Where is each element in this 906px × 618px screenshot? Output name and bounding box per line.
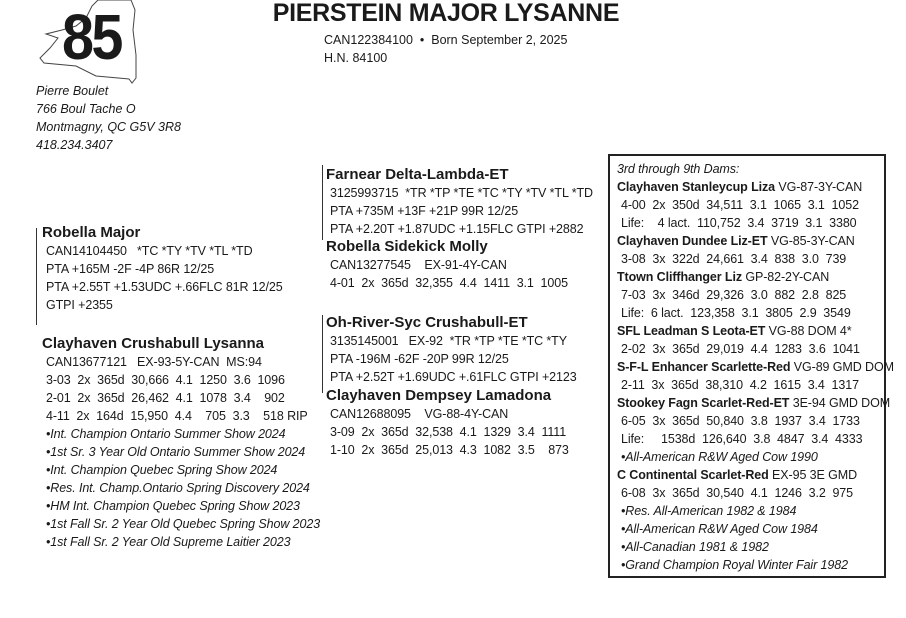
animal-name: Oh-River-Syc Crushabull-ET bbox=[326, 314, 528, 331]
pedigree-bracket bbox=[322, 165, 323, 240]
record-line: CAN14104450 *TC *TY *TV *TL *TD bbox=[46, 244, 253, 258]
registration-info: CAN122384100 • Born September 2, 2025 H.… bbox=[324, 31, 567, 67]
ancestor-dam-name-row: C Continental Scarlet-Red EX-95 3E GMD bbox=[617, 466, 894, 484]
ancestor-dams-list: 3rd through 9th Dams: Clayhaven Stanleycu… bbox=[617, 160, 894, 574]
ancestor-dam-name: Clayhaven Stanleycup Liza bbox=[617, 180, 775, 194]
ancestor-dam-name: Stookey Fagn Scarlet-Red-ET bbox=[617, 396, 790, 410]
award-line: •1st Fall Sr. 2 Year Old Quebec Spring S… bbox=[46, 517, 321, 531]
award-line: •1st Sr. 3 Year Old Ontario Summer Show … bbox=[46, 445, 306, 459]
award-line: •Int. Champion Ontario Summer Show 2024 bbox=[46, 427, 286, 441]
ancestor-dam-name: C Continental Scarlet-Red bbox=[617, 468, 769, 482]
ancestor-dam-name-row: S-F-L Enhancer Scarlette-Red VG-89 GMD D… bbox=[617, 358, 894, 376]
consignor-name: Pierre Boulet bbox=[36, 84, 109, 98]
sires-dam-block: Robella Sidekick Molly CAN13277545 EX-91-… bbox=[326, 237, 568, 292]
award-line: •Res. Int. Champ.Ontario Spring Discover… bbox=[46, 481, 310, 495]
classification: VG-89 GMD DOM bbox=[790, 360, 894, 374]
animal-name-title: PIERSTEIN MAJOR LYSANNE bbox=[272, 0, 620, 27]
record-line: PTA +2.52T +1.69UDC +.61FLC GTPI +2123 bbox=[330, 370, 577, 384]
award-line: •Res. All-American 1982 & 1984 bbox=[621, 504, 797, 518]
ancestor-dam-name-row: Clayhaven Dundee Liz-ET VG-85-3Y-CAN bbox=[617, 232, 894, 250]
pedigree-bracket bbox=[36, 228, 37, 325]
record-line: 2-01 2x 365d 26,462 4.1 1078 3.4 902 bbox=[46, 391, 285, 405]
record-line: 1-10 2x 365d 25,013 4.3 1082 3.5 873 bbox=[330, 443, 569, 457]
record-line: 3-09 2x 365d 32,538 4.1 1329 3.4 1111 bbox=[330, 425, 567, 439]
classification: VG-85-3Y-CAN bbox=[767, 234, 855, 248]
ancestor-dam-name-row: Clayhaven Stanleycup Liza VG-87-3Y-CAN bbox=[617, 178, 894, 196]
record-line: 4-01 2x 365d 32,355 4.4 1411 3.1 1005 bbox=[330, 276, 568, 290]
dam-block: Clayhaven Crushabull Lysanna CAN13677121 … bbox=[42, 334, 320, 551]
record-line: PTA +165M -2F -4P 86R 12/25 bbox=[46, 262, 215, 276]
animal-name: Clayhaven Crushabull Lysanna bbox=[42, 335, 265, 352]
dams-sire-block: Oh-River-Syc Crushabull-ET 3135145001 EX-… bbox=[326, 313, 577, 386]
ancestor-dam-name-row: SFL Leadman S Leota-ET VG-88 DOM 4* bbox=[617, 322, 894, 340]
record-line: 7-03 3x 346d 29,326 3.0 882 2.8 825 bbox=[621, 288, 847, 302]
record-line: PTA +2.20T +1.87UDC +1.15FLC GTPI +2882 bbox=[330, 222, 584, 236]
dams-dam-block: Clayhaven Dempsey Lamadona CAN12688095 VG… bbox=[326, 386, 569, 459]
sire-block: Robella Major CAN14104450 *TC *TY *TV *TL… bbox=[42, 223, 283, 314]
record-line: Life: 1538d 126,640 3.8 4847 3.4 4333 bbox=[621, 432, 863, 446]
new-york-state-outline-icon bbox=[39, 0, 137, 84]
record-line: 3-08 3x 322d 24,661 3.4 838 3.0 739 bbox=[621, 252, 847, 266]
animal-name: Robella Major bbox=[42, 224, 141, 241]
award-line: •All-Canadian 1981 & 1982 bbox=[621, 540, 769, 554]
award-line: •All-American R&W Aged Cow 1984 bbox=[621, 522, 818, 536]
award-line: •Grand Champion Royal Winter Fair 1982 bbox=[621, 558, 848, 572]
record-line: 6-05 3x 365d 50,840 3.8 1937 3.4 1733 bbox=[621, 414, 860, 428]
record-line: CAN12688095 VG-88-4Y-CAN bbox=[330, 407, 509, 421]
animal-name: Farnear Delta-Lambda-ET bbox=[326, 166, 509, 183]
ancestor-dam-name: S-F-L Enhancer Scarlette-Red bbox=[617, 360, 791, 374]
lot-number: 85 bbox=[62, 1, 123, 73]
consignor-address-1: 766 Boul Tache O bbox=[36, 102, 136, 116]
classification: 3E-94 GMD DOM bbox=[789, 396, 891, 410]
pedigree-bracket bbox=[322, 315, 323, 393]
record-line: 4-00 2x 350d 34,511 3.1 1065 3.1 1052 bbox=[621, 198, 859, 212]
record-line: 4-11 2x 164d 15,950 4.4 705 3.3 518 RIP bbox=[46, 409, 308, 423]
record-line: PTA +735M +13F +21P 99R 12/25 bbox=[330, 204, 519, 218]
herd-number: H.N. 84100 bbox=[324, 51, 388, 65]
record-line: 2-02 3x 365d 29,019 4.4 1283 3.6 1041 bbox=[621, 342, 860, 356]
ancestor-dam-name-row: Ttown Cliffhanger Liz GP-82-2Y-CAN bbox=[617, 268, 894, 286]
ancestor-dam-name: Clayhaven Dundee Liz-ET bbox=[617, 234, 768, 248]
box-heading: 3rd through 9th Dams: bbox=[617, 162, 740, 176]
record-line: GTPI +2355 bbox=[46, 298, 113, 312]
consignor-info: Pierre Boulet 766 Boul Tache O Montmagny… bbox=[36, 82, 181, 154]
classification: GP-82-2Y-CAN bbox=[741, 270, 830, 284]
record-line: PTA -196M -62F -20P 99R 12/25 bbox=[330, 352, 509, 366]
record-line: Life: 4 lact. 110,752 3.4 3719 3.1 3380 bbox=[621, 216, 857, 230]
ancestor-dams-box: 3rd through 9th Dams: Clayhaven Stanleycu… bbox=[608, 154, 894, 578]
record-line: Life: 6 lact. 123,358 3.1 3805 2.9 3549 bbox=[621, 306, 851, 320]
consignor-address-2: Montmagny, QC G5V 3R8 bbox=[36, 120, 181, 134]
animal-name: Robella Sidekick Molly bbox=[326, 238, 488, 255]
award-line: •All-American R&W Aged Cow 1990 bbox=[621, 450, 818, 464]
award-line: •1st Fall Sr. 2 Year Old Supreme Laitier… bbox=[46, 535, 291, 549]
record-line: PTA +2.55T +1.53UDC +.66FLC 81R 12/25 bbox=[46, 280, 283, 294]
sires-sire-block: Farnear Delta-Lambda-ET 3125993715 *TR *T… bbox=[326, 165, 593, 238]
award-line: •HM Int. Champion Quebec Spring Show 202… bbox=[46, 499, 300, 513]
record-line: 2-11 3x 365d 38,310 4.2 1615 3.4 1317 bbox=[621, 378, 859, 392]
classification: EX-95 3E GMD bbox=[768, 468, 857, 482]
record-line: 3135145001 EX-92 *TR *TP *TE *TC *TY bbox=[330, 334, 567, 348]
record-line: 6-08 3x 365d 30,540 4.1 1246 3.2 975 bbox=[621, 486, 853, 500]
record-line: 3-03 2x 365d 30,666 4.1 1250 3.6 1096 bbox=[46, 373, 285, 387]
ancestor-dam-name: Ttown Cliffhanger Liz bbox=[617, 270, 742, 284]
classification: VG-87-3Y-CAN bbox=[774, 180, 863, 194]
ancestor-dam-name-row: Stookey Fagn Scarlet-Red-ET 3E-94 GMD DO… bbox=[617, 394, 894, 412]
record-line: 3125993715 *TR *TP *TE *TC *TY *TV *TL *… bbox=[330, 186, 593, 200]
registration-line: CAN122384100 • Born September 2, 2025 bbox=[324, 33, 568, 47]
animal-name: Clayhaven Dempsey Lamadona bbox=[326, 387, 552, 404]
consignor-phone: 418.234.3407 bbox=[36, 138, 113, 152]
record-line: CAN13677121 EX-93-5Y-CAN MS:94 bbox=[46, 355, 262, 369]
award-line: •Int. Champion Quebec Spring Show 2024 bbox=[46, 463, 278, 477]
classification: VG-88 DOM 4* bbox=[765, 324, 852, 338]
record-line: CAN13277545 EX-91-4Y-CAN bbox=[330, 258, 507, 272]
ancestor-dam-name: SFL Leadman S Leota-ET bbox=[617, 324, 766, 338]
